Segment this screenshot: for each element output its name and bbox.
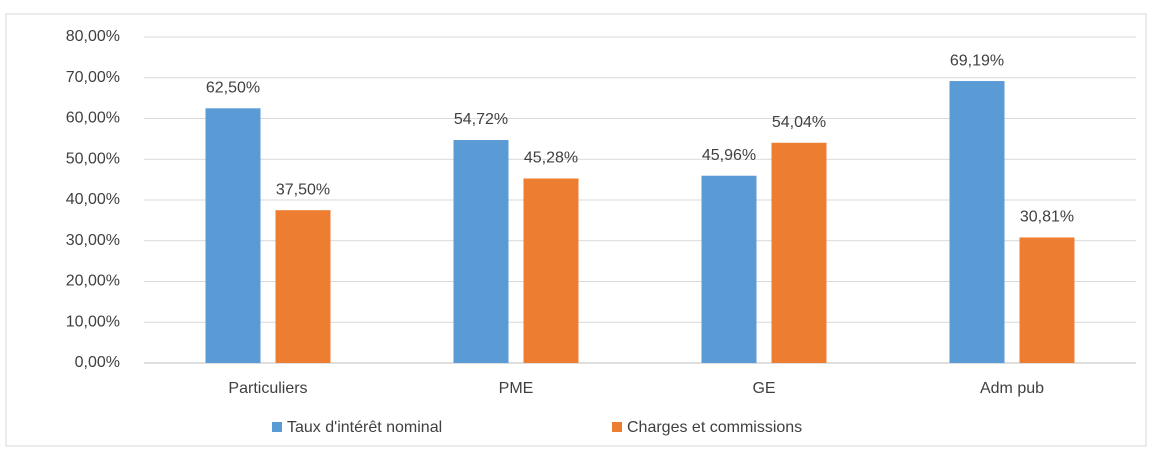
y-tick-label: 30,00% (66, 232, 120, 249)
y-tick-label: 70,00% (66, 69, 120, 86)
x-tick-label: Adm pub (980, 380, 1044, 397)
value-label: 69,19% (950, 52, 1004, 69)
x-tick-label: Particuliers (228, 380, 307, 397)
y-tick-label: 10,00% (66, 313, 120, 330)
y-tick-label: 40,00% (66, 191, 120, 208)
value-label: 54,04% (772, 114, 826, 131)
y-tick-label: 60,00% (66, 110, 120, 127)
legend-label: Charges et commissions (627, 419, 802, 436)
bar (275, 210, 331, 363)
bar (949, 81, 1005, 363)
y-tick-label: 80,00% (66, 28, 120, 45)
x-tick-label: PME (499, 380, 534, 397)
legend-swatch (612, 422, 622, 432)
legend-swatch (272, 422, 282, 432)
chart-frame (5, 13, 1147, 447)
bar (205, 108, 261, 363)
bar (1019, 237, 1075, 363)
value-label: 45,96% (702, 147, 756, 164)
y-tick-label: 0,00% (75, 354, 120, 371)
y-tick-label: 50,00% (66, 150, 120, 167)
value-label: 30,81% (1020, 209, 1074, 226)
value-label: 62,50% (206, 80, 260, 97)
bar (771, 142, 827, 363)
bar (453, 140, 509, 363)
bar (701, 175, 757, 363)
legend-label: Taux d'intérêt nominal (287, 419, 442, 436)
value-label: 54,72% (454, 111, 508, 128)
x-tick-label: GE (752, 380, 775, 397)
bar (523, 178, 579, 363)
value-label: 37,50% (276, 181, 330, 198)
y-tick-label: 20,00% (66, 273, 120, 290)
value-label: 45,28% (524, 150, 578, 167)
